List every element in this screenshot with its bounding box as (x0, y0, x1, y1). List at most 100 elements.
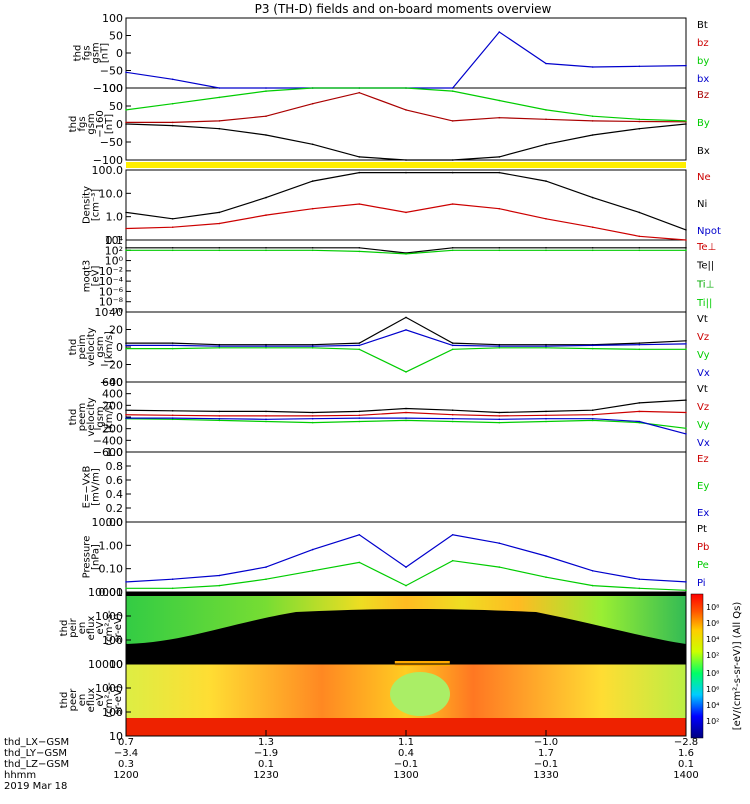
y-axis-label-line: peem (77, 403, 88, 431)
y-tick-label: 10⁴ (105, 234, 124, 247)
chart-title: P3 (TH-D) fields and on-board moments ov… (255, 2, 552, 16)
data-point (685, 343, 687, 345)
data-point (685, 411, 687, 414)
x-row-label: thd_LY−GSM (4, 748, 67, 759)
x-tick-label-ly: −3.4 (114, 748, 138, 759)
data-point (498, 116, 501, 119)
y-tick-label: 0 (116, 341, 123, 354)
legend-entry: Ez (697, 454, 709, 465)
legend-entry: Pt (697, 524, 707, 535)
legend-entry: Bt (697, 20, 708, 31)
data-point (685, 399, 687, 401)
data-point (498, 415, 501, 417)
data-point (451, 559, 454, 562)
y-axis-label-line: sr-eV) (113, 613, 124, 642)
data-point (451, 420, 454, 423)
data-point (545, 410, 547, 413)
x-tick-label-ly: 0.4 (398, 748, 414, 759)
legend-entry: By (697, 118, 710, 129)
data-point (405, 329, 407, 331)
y-axis-label-line: eV (95, 693, 106, 706)
data-point (451, 534, 454, 536)
data-point (545, 247, 547, 249)
data-point (545, 218, 547, 220)
legend-entry: Vz (697, 332, 709, 343)
data-point (358, 561, 361, 564)
data-point (591, 134, 594, 136)
data-point (171, 218, 174, 220)
data-point (591, 417, 594, 420)
colorbar: 10⁸ 10⁶ 10⁴ 10² 10⁸ 10⁶ 10⁴ 10² [eV/(cm²-s-sr-eV… (690, 593, 743, 739)
data-point (638, 578, 641, 580)
data-point (311, 102, 314, 105)
data-point (685, 581, 687, 583)
data-point (498, 156, 501, 158)
data-point (591, 584, 594, 587)
y-tick-label: 10.0 (99, 187, 124, 200)
colorbar-tick: 10² (706, 717, 719, 726)
data-point (218, 417, 221, 420)
y-tick-label: 10 (109, 658, 123, 671)
data-point (311, 249, 314, 252)
data-point (405, 171, 407, 174)
data-point (125, 227, 127, 230)
data-point (451, 203, 454, 205)
data-point (591, 115, 594, 117)
data-point (311, 247, 314, 249)
x-tick-label-hhmm: 1300 (393, 770, 418, 781)
data-point (125, 587, 127, 590)
data-point (498, 249, 501, 252)
legend-entry: Ey (697, 481, 709, 492)
data-point (405, 87, 407, 89)
data-point (638, 420, 641, 423)
data-point (591, 249, 594, 252)
y-axis-label-line: thd (68, 116, 79, 133)
data-point (265, 343, 267, 346)
data-point (591, 419, 594, 422)
y-axis-label-line: (cm²-s- (104, 610, 115, 646)
data-point (311, 343, 314, 346)
data-point (405, 211, 407, 214)
legend-entry: Ti⊥ (696, 279, 714, 290)
data-point (265, 578, 267, 580)
data-point (358, 348, 361, 351)
data-point (358, 87, 361, 89)
data-point (218, 247, 221, 249)
data-point (125, 417, 127, 419)
series-group (125, 316, 687, 373)
x-tick-label-lz: 0.1 (258, 759, 274, 770)
data-point (405, 584, 407, 587)
data-point (545, 249, 547, 252)
data-point (685, 427, 687, 430)
data-point (218, 249, 221, 252)
data-point (218, 419, 221, 422)
data-point (685, 120, 687, 122)
y-axis-label-line: eflux (86, 616, 97, 641)
legend-entry: Vy (697, 350, 710, 361)
legend-entry: Bz (697, 90, 709, 101)
y-tick-label: 1.0 (106, 211, 124, 224)
ion-top-band (126, 592, 686, 596)
data-point (405, 316, 407, 319)
x-tick-label-lz: 0.1 (678, 759, 694, 770)
data-point (265, 418, 267, 421)
data-point (125, 249, 127, 252)
data-point (405, 417, 407, 419)
y-axis-label-line: thd (68, 409, 79, 426)
data-point (638, 127, 641, 130)
x-row-label: thd_LX−GSM (4, 737, 69, 748)
y-tick-label: 1000 (95, 682, 123, 695)
y-axis-label-line: en (77, 694, 88, 707)
data-point (685, 348, 687, 351)
y-tick-label: 1.00 (99, 539, 124, 552)
data-point (265, 410, 267, 413)
data-point (171, 247, 174, 249)
data-point (451, 344, 454, 347)
colorbar-tick: 10⁴ (706, 635, 719, 644)
data-point (498, 171, 501, 174)
data-point (218, 127, 221, 130)
y-tick-label: 0.6 (106, 474, 124, 487)
y-tick-label: 10000 (88, 658, 123, 671)
y-axis-label-line: sr-eV) (113, 685, 124, 714)
